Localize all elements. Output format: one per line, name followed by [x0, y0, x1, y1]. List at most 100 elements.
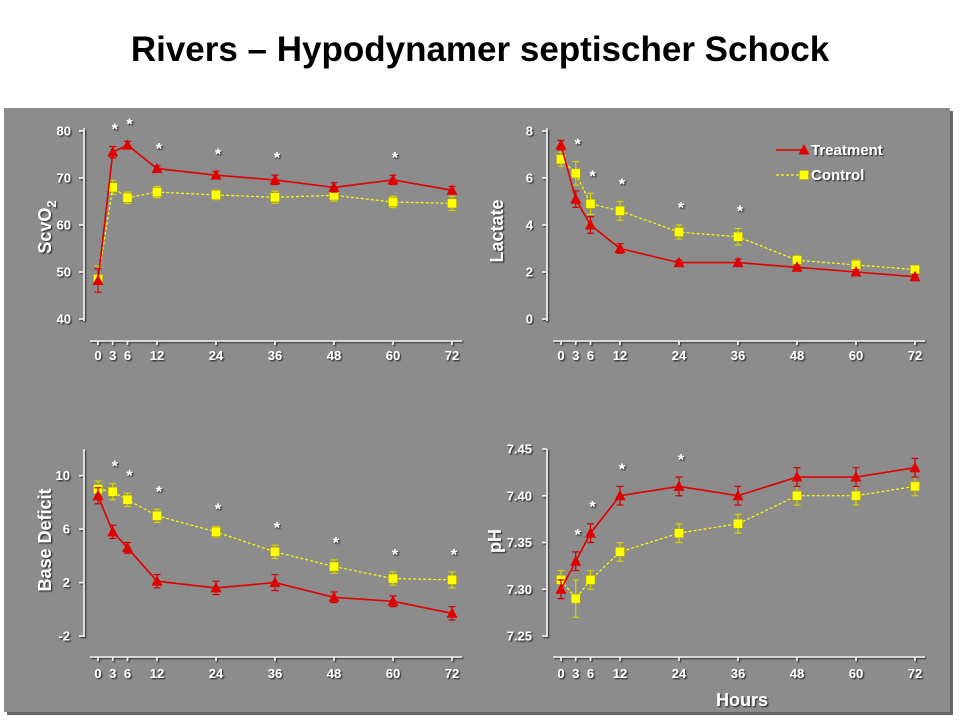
control-point: [122, 192, 133, 203]
significance-star: *: [156, 484, 163, 501]
x-tick-label: 36: [268, 348, 282, 363]
control-point: [851, 491, 861, 501]
y-axis-title: Lactate: [487, 199, 507, 262]
significance-star: *: [737, 204, 744, 221]
legend-item-treatment: Treatment: [776, 142, 883, 159]
treatment-point: [555, 139, 567, 150]
control-point: [388, 573, 398, 584]
treatment-point: [269, 576, 281, 588]
y-tick-label: 7.40: [507, 488, 532, 503]
y-tick-label: 10: [56, 468, 70, 483]
control-series: [93, 179, 457, 293]
significance-star: *: [619, 461, 626, 478]
treatment-point: [614, 489, 626, 501]
chart-base-deficit-significance: * * * * * * * *: [112, 459, 458, 564]
significance-star: *: [126, 116, 133, 133]
treatment-point: [570, 555, 582, 566]
y-tick-label: 7.25: [507, 629, 532, 644]
x-tick-label: 60: [386, 348, 400, 363]
significance-star: *: [333, 535, 340, 552]
significance-star: *: [274, 150, 281, 167]
treatment-point: [269, 173, 281, 185]
control-point: [122, 495, 133, 505]
x-tick-label: 24: [672, 348, 687, 363]
chart-ph-data: [555, 457, 921, 618]
control-point: [910, 481, 920, 492]
chart-base-deficit-data: [92, 480, 458, 621]
y-axis-title: Base Deficit: [35, 488, 55, 591]
treatment-series: [555, 139, 921, 282]
significance-star: *: [619, 177, 626, 194]
control-point: [615, 547, 625, 557]
treatment-point: [210, 169, 222, 180]
significance-star: *: [589, 168, 596, 185]
y-tick-label: 80: [57, 124, 71, 139]
chart-ph-axes: pH Hours 7.257.307.357.407.450 3 6 12 24 36 48…: [485, 442, 925, 710]
y-tick-label: 7.35: [507, 535, 532, 550]
treatment-point: [210, 581, 222, 593]
legend-treatment-marker: [798, 144, 810, 155]
control-point: [447, 198, 457, 209]
x-tick-label: 3: [109, 348, 116, 363]
treatment-point: [387, 595, 399, 606]
control-point: [211, 527, 221, 537]
control-series: [93, 480, 457, 589]
treatment-point: [92, 274, 104, 285]
x-tick-label: 12: [613, 348, 627, 363]
x-tick-label: 72: [908, 348, 922, 363]
chart-scvo2-significance: * * * * * *: [112, 116, 399, 167]
control-point: [733, 232, 743, 242]
treatment-point: [555, 583, 567, 594]
treatment-point: [151, 162, 163, 174]
control-point: [270, 547, 280, 557]
control-point: [615, 206, 625, 216]
treatment-point: [909, 270, 921, 282]
control-point: [674, 528, 684, 538]
x-tick-label: 60: [849, 666, 863, 681]
x-tick-label: 12: [150, 666, 164, 681]
treatment-point: [122, 139, 133, 150]
treatment-point: [732, 489, 744, 501]
legend-control-marker: [799, 170, 809, 180]
y-tick-label: 50: [57, 265, 71, 280]
legend-control-label: Control: [811, 167, 864, 184]
chart-panel-background: [4, 108, 950, 712]
significance-star: *: [156, 141, 163, 158]
treatment-point: [850, 266, 862, 277]
treatment-point: [446, 607, 458, 618]
treatment-point: [151, 575, 163, 586]
x-tick-label: 6: [124, 348, 131, 363]
significance-star: *: [575, 137, 582, 154]
x-tick-label: 3: [572, 666, 579, 681]
treatment-point: [328, 181, 340, 192]
control-point: [571, 593, 581, 604]
x-tick-label: 24: [209, 666, 224, 681]
x-tick-label: 48: [790, 666, 804, 681]
treatment-point: [909, 461, 921, 473]
y-tick-label: 7.45: [507, 442, 532, 457]
treatment-point: [850, 471, 862, 482]
y-tick-label: 4: [526, 218, 534, 233]
y-tick-label: 7.30: [507, 582, 532, 597]
significance-star: *: [392, 547, 399, 564]
significance-star: *: [392, 150, 399, 167]
significance-star: *: [215, 501, 222, 518]
control-point: [211, 190, 221, 200]
significance-star: *: [274, 520, 281, 537]
x-tick-label: 6: [587, 348, 594, 363]
y-axis-title-subscript: 2: [44, 200, 59, 207]
y-tick-label: 6: [526, 171, 533, 186]
control-point: [792, 491, 802, 501]
x-tick-label: 0: [557, 666, 564, 681]
control-point: [447, 575, 457, 585]
control-point: [270, 192, 280, 203]
control-point: [571, 168, 581, 179]
y-tick-label: 70: [57, 171, 71, 186]
treatment-point: [446, 184, 458, 195]
